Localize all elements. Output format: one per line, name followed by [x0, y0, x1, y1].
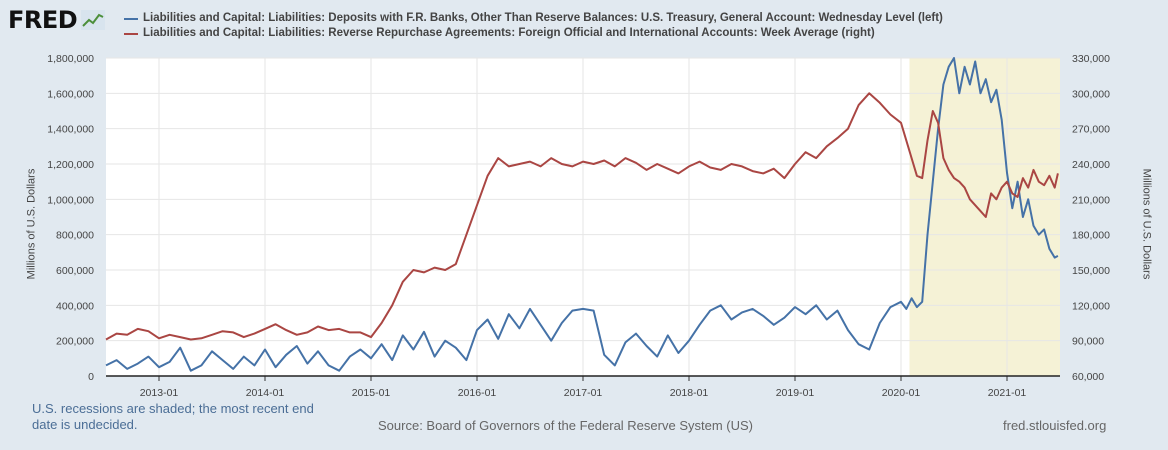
x-tick-label: 2014-01 — [246, 387, 285, 399]
x-tick-label: 2015-01 — [352, 387, 391, 399]
fred-logo[interactable]: FRED — [8, 6, 106, 34]
x-tick-label: 2021-01 — [988, 387, 1027, 399]
chart-trend-icon — [81, 10, 106, 30]
x-tick-label: 2016-01 — [458, 387, 497, 399]
source-note: Source: Board of Governors of the Federa… — [378, 418, 753, 433]
y-tick-label-right: 330,000 — [1072, 53, 1110, 65]
y-tick-label-right: 300,000 — [1072, 88, 1110, 100]
chart-legend: Liabilities and Capital: Liabilities: De… — [124, 11, 943, 41]
fred-url[interactable]: fred.stlouisfed.org — [1003, 418, 1107, 433]
y-tick-label-left: 1,600,000 — [47, 88, 94, 100]
y-tick-label-right: 240,000 — [1072, 159, 1110, 171]
y-tick-label-left: 200,000 — [56, 336, 94, 348]
y-tick-label-left: 400,000 — [56, 300, 94, 312]
x-tick-label: 2019-01 — [776, 387, 815, 399]
x-tick-label: 2018-01 — [670, 387, 709, 399]
x-tick-label: 2013-01 — [140, 387, 179, 399]
fred-logo-text: FRED — [8, 6, 78, 34]
y-tick-label-left: 1,200,000 — [47, 159, 94, 171]
legend-swatch-blue — [124, 17, 138, 20]
y-tick-label-right: 60,000 — [1072, 371, 1104, 383]
legend-item-reverse-repo[interactable]: Liabilities and Capital: Liabilities: Re… — [124, 26, 943, 41]
y-tick-label-left: 1,400,000 — [47, 124, 94, 136]
y-tick-label-right: 120,000 — [1072, 300, 1110, 312]
y-tick-label-right: 150,000 — [1072, 265, 1110, 277]
y-tick-label-left: 600,000 — [56, 265, 94, 277]
legend-item-treasury[interactable]: Liabilities and Capital: Liabilities: De… — [124, 11, 943, 26]
legend-label: Liabilities and Capital: Liabilities: Re… — [143, 27, 875, 39]
y-tick-label-left: 0 — [88, 371, 94, 383]
y-tick-label-left: 1,000,000 — [47, 194, 94, 206]
legend-label: Liabilities and Capital: Liabilities: De… — [143, 12, 943, 24]
y-tick-label-left: 800,000 — [56, 230, 94, 242]
y-tick-label-right: 180,000 — [1072, 230, 1110, 242]
x-tick-label: 2020-01 — [882, 387, 921, 399]
recession-note: U.S. recessions are shaded; the most rec… — [32, 401, 314, 432]
x-tick-label: 2017-01 — [564, 387, 603, 399]
y-tick-label-right: 210,000 — [1072, 194, 1110, 206]
series-line-treasury-general-account — [105, 57, 1059, 372]
y-tick-label-right: 270,000 — [1072, 124, 1110, 136]
y-tick-label-right: 90,000 — [1072, 336, 1104, 348]
legend-swatch-red — [124, 32, 138, 35]
y-tick-label-left: 1,800,000 — [47, 53, 94, 65]
series-line-reverse-repo-foreign — [105, 92, 1059, 341]
